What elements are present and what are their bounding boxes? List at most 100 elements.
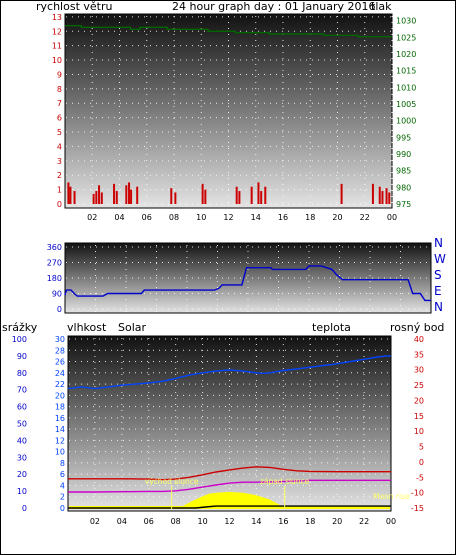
pressure-tick-label: 985 bbox=[396, 167, 411, 176]
temperature-humidity-panel: srážky vlhkost Solar teplota rosný bod 0… bbox=[2, 321, 444, 526]
wind-speed-bar bbox=[67, 182, 70, 204]
wind-speed-bar bbox=[128, 182, 131, 204]
pressure-tick-label: 1010 bbox=[396, 83, 416, 92]
weather-series bbox=[67, 355, 391, 509]
x-tick-label: 16 bbox=[278, 213, 288, 222]
wind-speed-bar bbox=[69, 186, 72, 204]
solar-area bbox=[171, 491, 285, 508]
x-tick-label: 14 bbox=[251, 517, 261, 526]
x-tick-label: 06 bbox=[144, 517, 154, 526]
temperature-tick-label: 5 bbox=[419, 443, 424, 452]
wind-speed-bar bbox=[98, 185, 101, 204]
wind-speed-bar bbox=[264, 186, 267, 204]
wind-speed-bar bbox=[371, 183, 374, 204]
wind-speed-bar bbox=[136, 186, 139, 204]
pressure-tick-label: 995 bbox=[396, 133, 411, 142]
temperature-ticks: -15 -10 -5 0 5 10 15 20 25 30 35 40 bbox=[411, 335, 424, 513]
humidity-tick-label: 4 bbox=[60, 481, 65, 490]
x-tick-label: 14 bbox=[251, 213, 261, 222]
sun-moon-annotations: východ slunce západ slunce Moon rise bbox=[145, 477, 410, 509]
x-tick-label: 12 bbox=[224, 517, 234, 526]
direction-degree-ticks: 0 90 180 270 360 bbox=[47, 243, 62, 314]
pressure-series-line bbox=[65, 25, 392, 38]
rain-tick-label: 20 bbox=[17, 470, 27, 479]
plot-area-2 bbox=[64, 242, 432, 314]
rain-tick-label: 100 bbox=[12, 335, 27, 344]
gridlines-1 bbox=[66, 16, 393, 207]
temperature-tick-label: 40 bbox=[414, 335, 424, 344]
x-tick-label: 18 bbox=[305, 517, 315, 526]
rain-axis-label: srážky bbox=[2, 321, 38, 334]
wind-speed-tick-label: 2 bbox=[57, 171, 62, 180]
temperature-tick-label: 35 bbox=[414, 350, 424, 359]
wind-speed-bar bbox=[204, 189, 207, 204]
wind-speed-bar bbox=[113, 183, 116, 204]
temperature-tick-label: 15 bbox=[414, 412, 424, 421]
temperature-tick-label: -15 bbox=[411, 504, 424, 513]
wind-speed-tick-label: 5 bbox=[57, 128, 62, 137]
wind-speed-tick-label: 10 bbox=[52, 56, 62, 65]
pressure-tick-label: 975 bbox=[396, 200, 411, 209]
humidity-series-line bbox=[67, 355, 391, 390]
moonrise-label: Moon rise bbox=[373, 492, 410, 501]
humidity-tick-label: 0 bbox=[60, 504, 65, 513]
rain-tick-label: 90 bbox=[17, 352, 27, 361]
wind-speed-tick-label: 1 bbox=[57, 186, 62, 195]
x-tick-label: 12 bbox=[223, 213, 233, 222]
wind-speed-tick-label: 4 bbox=[57, 142, 62, 151]
x-tick-label: 00 bbox=[387, 213, 397, 222]
pressure-tick-label: 990 bbox=[396, 150, 411, 159]
direction-line bbox=[64, 265, 431, 302]
wind-speed-tick-label: 0 bbox=[57, 200, 62, 209]
x-tick-label: 04 bbox=[117, 517, 127, 526]
solar-axis-label: Solar bbox=[118, 321, 147, 334]
wind-speed-bar bbox=[260, 191, 263, 204]
direction-tick-label: 270 bbox=[47, 259, 62, 268]
pressure-tick-label: 1025 bbox=[396, 33, 416, 42]
wind-speed-bar bbox=[130, 189, 133, 204]
x-tick-label: 08 bbox=[171, 517, 181, 526]
wind-speed-tick-label: 6 bbox=[57, 114, 62, 123]
pressure-ticks: 975 980 985 990 995 1000 1005 1010 1015 1020 1025 1… bbox=[396, 17, 416, 209]
compass-letter: N bbox=[434, 236, 443, 250]
x-tick-label: 22 bbox=[360, 213, 370, 222]
sunrise-label: východ slunce bbox=[145, 477, 199, 486]
x-tick-label: 22 bbox=[359, 517, 369, 526]
humidity-tick-label: 12 bbox=[55, 436, 65, 445]
direction-tick-label: 0 bbox=[57, 305, 62, 314]
humidity-tick-label: 2 bbox=[60, 493, 65, 502]
rain-tick-label: 30 bbox=[17, 453, 27, 462]
wind-speed-axis-label: rychlost větru bbox=[36, 0, 112, 13]
rain-tick-label: 70 bbox=[17, 386, 27, 395]
compass-letter: N bbox=[434, 300, 443, 314]
x-tick-label: 18 bbox=[305, 213, 315, 222]
wind-speed-bar bbox=[381, 191, 384, 204]
compass-letter: E bbox=[434, 284, 442, 298]
plot-area-3 bbox=[67, 335, 392, 512]
temperature-tick-label: -10 bbox=[411, 489, 424, 498]
temperature-tick-label: 20 bbox=[414, 396, 424, 405]
wind-speed-bar bbox=[235, 186, 238, 204]
wind-speed-bar bbox=[73, 191, 76, 204]
direction-tick-label: 360 bbox=[47, 243, 62, 252]
pressure-tick-label: 1005 bbox=[396, 100, 416, 109]
dew-point-axis-label: rosný bod bbox=[390, 321, 444, 334]
wind-speed-bar bbox=[170, 188, 173, 204]
pressure-tick-label: 1020 bbox=[396, 50, 416, 59]
rain-tick-label: 0 bbox=[22, 504, 27, 513]
wind-speed-tick-label: 13 bbox=[52, 13, 62, 22]
pressure-tick-label: 1030 bbox=[396, 17, 416, 26]
x-tick-label: 02 bbox=[87, 213, 97, 222]
compass-letter: W bbox=[434, 252, 446, 266]
wind-speed-bar bbox=[174, 192, 177, 204]
rain-series-line bbox=[68, 505, 391, 509]
temperature-tick-label: 30 bbox=[414, 366, 424, 375]
wind-speed-bar bbox=[100, 192, 103, 204]
humidity-tick-label: 22 bbox=[55, 380, 65, 389]
wind-speed-tick-label: 8 bbox=[57, 85, 62, 94]
temperature-tick-label: 0 bbox=[419, 458, 424, 467]
